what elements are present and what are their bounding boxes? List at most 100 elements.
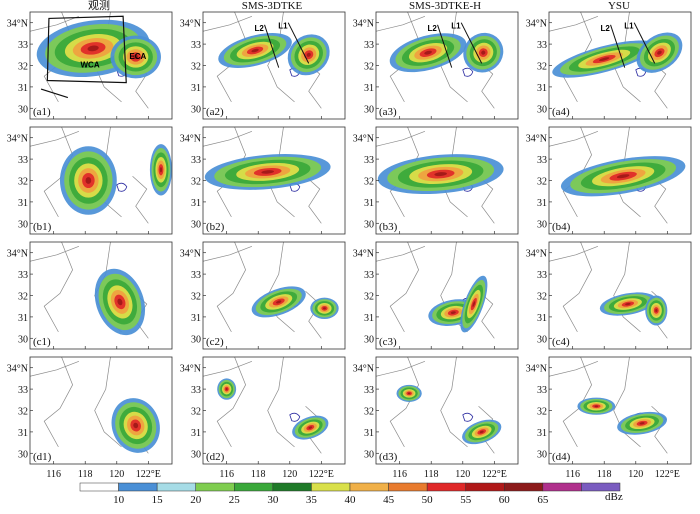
y-tick-label: 31 [18, 83, 28, 94]
colorbar-swatch [272, 482, 312, 492]
panel-label-b3: (b3) [379, 221, 398, 233]
echo-a1-1 [110, 35, 161, 79]
x-tick-label: 118 [251, 469, 266, 480]
province-borders [203, 242, 322, 339]
y-tick-label: 34°N [353, 249, 374, 260]
panel-label-b2: (b2) [206, 221, 225, 233]
cross-section-line-l2 [264, 24, 280, 68]
panel-a2: (a2) 34°N 33 32 31 30 L2 L1 [180, 11, 346, 120]
y-tick-label: 33 [364, 40, 374, 51]
colorbar-swatch [504, 482, 544, 492]
colorbar-tick-label: 40 [345, 494, 357, 506]
echo-b2-0 [204, 154, 331, 190]
colorbar-tick-label: 55 [460, 494, 472, 506]
lake-outline [289, 412, 301, 422]
panel-b2: (b2) 34°N 33 32 31 30 [180, 126, 346, 235]
panel-label-c1: (c1) [33, 336, 51, 348]
y-tick-label: 33 [18, 40, 28, 51]
x-tick-label: 116 [46, 469, 61, 480]
y-tick-label: 32 [191, 407, 201, 418]
y-tick-label: 32 [18, 292, 28, 303]
y-tick-label: 34°N [526, 364, 547, 375]
y-tick-label: 34°N [526, 249, 547, 260]
colorbar-tick-label: 35 [306, 494, 318, 506]
y-tick-label: 34°N [353, 19, 374, 30]
lake-outline [462, 412, 474, 422]
x-tick-label: 122°E [482, 469, 507, 480]
colorbar-tick-label: 50 [422, 494, 434, 506]
y-tick-label: 31 [537, 198, 547, 209]
panel-label-b4: (b4) [552, 221, 571, 233]
province-borders [30, 127, 149, 224]
y-tick-label: 31 [364, 83, 374, 94]
cross-section-line-l1 [287, 22, 310, 64]
panel-label-a4: (a4) [552, 106, 570, 118]
colorbar-tick-label: 25 [229, 494, 241, 506]
echo-b1-0 [59, 146, 117, 215]
panel-c1: (c1) 34°N 33 32 31 30 [7, 241, 173, 350]
line-label-l1: L1 [278, 22, 288, 31]
y-tick-label: 30 [191, 449, 201, 460]
y-tick-label: 32 [537, 177, 547, 188]
y-tick-label: 30 [191, 219, 201, 230]
column-title-sms3dtke-h: SMS-3DTKE-H [409, 0, 481, 12]
y-tick-label: 33 [537, 155, 547, 166]
y-tick-label: 30 [537, 219, 547, 230]
x-tick-label: 118 [597, 469, 612, 480]
province-borders [203, 357, 322, 454]
x-tick-label: 120 [628, 469, 643, 480]
echo-c1-0 [94, 268, 146, 336]
panel-a3: (a3) 34°N 33 32 31 30 L2 L1 [353, 11, 519, 120]
x-tick-label: 122°E [309, 469, 334, 480]
y-tick-label: 32 [364, 177, 374, 188]
panel-d2: (d2) 34°N 33 32 31 30 116 118 120 122°E [180, 356, 346, 480]
panel-a4: (a4) 34°N 33 32 31 30 L2 L1 [526, 11, 692, 120]
y-tick-label: 32 [537, 407, 547, 418]
y-tick-label: 31 [18, 313, 28, 324]
lake-outline [462, 67, 474, 77]
y-tick-label: 33 [191, 270, 201, 281]
y-tick-label: 30 [364, 104, 374, 115]
y-tick-label: 34°N [353, 364, 374, 375]
y-tick-label: 30 [537, 104, 547, 115]
y-tick-label: 34°N [526, 19, 547, 30]
y-tick-label: 31 [18, 428, 28, 439]
line-label-l1: L1 [451, 22, 461, 31]
colorbar-swatch [234, 482, 274, 492]
cross-section-line-l2 [437, 24, 453, 68]
analysis-box [46, 15, 127, 84]
echo-a4-1 [636, 32, 683, 73]
panel-label-d3: (d3) [379, 451, 398, 463]
column-title-obs: 观测 [88, 0, 110, 12]
x-tick-label: 122°E [655, 469, 680, 480]
y-tick-label: 32 [18, 177, 28, 188]
line-label-l1: L1 [624, 22, 634, 31]
panel-d4: (d4) 34°N 33 32 31 30 116 118 120 122°E [526, 356, 692, 480]
colorbar-swatch [465, 482, 505, 492]
y-tick-label: 33 [18, 385, 28, 396]
colorbar-tick-label: 60 [499, 494, 511, 506]
colorbar-swatch [79, 482, 119, 492]
echo-d4-1 [577, 397, 616, 415]
colorbar-swatch [349, 482, 389, 492]
y-tick-label: 30 [18, 334, 28, 345]
y-tick-label: 34°N [7, 134, 28, 145]
y-tick-label: 32 [537, 292, 547, 303]
y-tick-label: 33 [364, 270, 374, 281]
y-tick-label: 32 [191, 292, 201, 303]
x-tick-label: 118 [78, 469, 93, 480]
x-tick-label: 120 [282, 469, 297, 480]
echo-c2-0 [251, 286, 306, 318]
y-tick-label: 32 [191, 62, 201, 73]
echo-d3-0 [462, 419, 502, 445]
cross-section-line-l1 [633, 22, 656, 64]
y-tick-label: 31 [364, 313, 374, 324]
x-tick-label: 116 [565, 469, 580, 480]
colorbar-tick-label: 20 [190, 494, 202, 506]
column-title-sms3dtke: SMS-3DTKE [242, 0, 303, 12]
panel-grid: (a1) 34°N 33 32 31 30 ECA WCA (a2) 34°N 33 32 31 30 L2… [7, 11, 692, 480]
y-tick-label: 33 [537, 385, 547, 396]
line-label-l2: L2 [255, 24, 265, 33]
column-title-ysu: YSU [608, 0, 630, 12]
